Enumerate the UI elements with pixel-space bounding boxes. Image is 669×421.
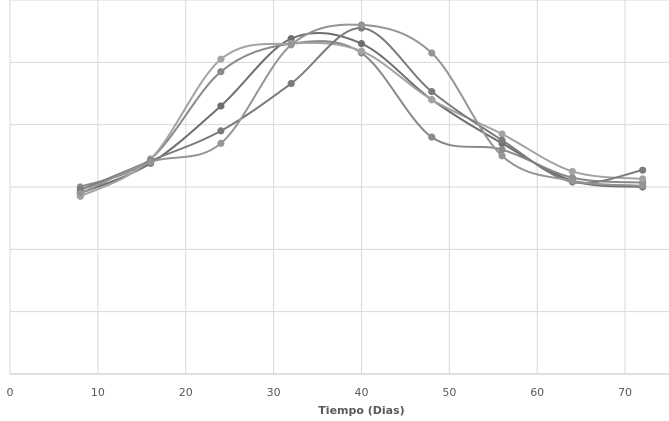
data-point — [428, 88, 436, 96]
data-point — [639, 175, 647, 183]
data-point — [217, 55, 225, 63]
data-point — [287, 79, 295, 88]
x-axis-label: Tiempo (Dias) — [318, 404, 404, 417]
x-tick-label: 10 — [91, 386, 105, 399]
data-point — [568, 177, 576, 185]
data-point — [146, 158, 155, 166]
x-tick-label: 20 — [179, 386, 193, 399]
series-line — [79, 41, 643, 198]
series-3 — [76, 40, 647, 200]
x-tick-label: 60 — [530, 386, 544, 399]
data-point — [639, 166, 647, 174]
x-tick-label: 70 — [618, 386, 632, 399]
series-5 — [76, 21, 647, 197]
data-point — [498, 152, 506, 160]
data-point — [498, 136, 506, 144]
data-point — [217, 127, 225, 135]
data-point — [428, 96, 436, 104]
data-point — [217, 139, 225, 147]
x-tick-label: 40 — [354, 386, 368, 399]
x-tick-label: 0 — [7, 386, 14, 399]
series-layer — [76, 21, 647, 200]
x-tick-label: 30 — [267, 386, 281, 399]
data-point — [357, 47, 366, 55]
data-point — [357, 21, 366, 29]
data-point — [76, 189, 84, 197]
data-point — [428, 49, 436, 57]
data-point — [287, 35, 295, 43]
data-point — [498, 130, 506, 138]
grid-layer — [9, 0, 669, 375]
data-point — [217, 68, 225, 76]
data-point — [357, 40, 366, 48]
x-tick-label: 50 — [442, 386, 456, 399]
data-point — [639, 182, 647, 190]
x-tick-labels: 0 10 20 30 40 50 60 70 — [7, 386, 633, 399]
data-point — [498, 146, 506, 154]
data-point — [428, 133, 436, 141]
data-point — [568, 167, 576, 176]
data-point — [217, 102, 225, 110]
data-point — [287, 41, 295, 49]
